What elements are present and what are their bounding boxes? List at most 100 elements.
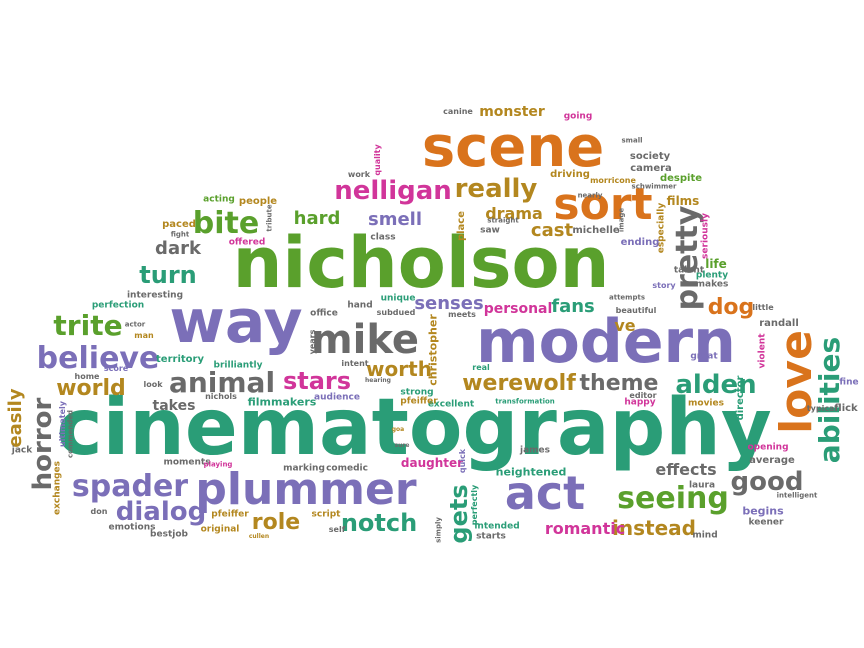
word-playing: playing	[203, 460, 233, 469]
word-simply: simply	[434, 517, 443, 543]
word-schwimmer: schwimmer	[631, 182, 677, 191]
word-romantic: romantic	[544, 519, 626, 538]
word-don: don	[90, 507, 108, 516]
word-society: society	[629, 151, 671, 162]
word-opening: opening	[747, 442, 789, 453]
word-original: original	[200, 524, 240, 535]
word-animal: animal	[168, 366, 276, 399]
word-plenty: plenty	[695, 270, 729, 281]
word-happy: happy	[624, 397, 656, 408]
word-spader: spader	[71, 469, 189, 504]
word-home: home	[74, 372, 100, 381]
word-office: office	[310, 308, 338, 319]
word-driving: driving	[550, 169, 590, 180]
word-turn: turn	[139, 261, 197, 289]
word-nichols: nichols	[205, 392, 237, 401]
word-quality: quality	[373, 144, 382, 176]
word-way: way	[169, 287, 303, 357]
word-commended: commended	[66, 409, 75, 459]
word-beautiful: beautiful	[615, 306, 657, 315]
word-comedic: comedic	[326, 463, 368, 474]
word-cinematography: cinematography	[56, 383, 772, 473]
word-bestjob: bestjob	[150, 529, 188, 540]
word-abilities: abilities	[813, 336, 846, 464]
word-actor: actor	[124, 320, 146, 329]
word-heightened: heightened	[495, 465, 567, 479]
word-cast: cast	[530, 220, 574, 241]
word-ending: ending	[620, 237, 660, 248]
word-paced: paced	[162, 219, 196, 230]
word-drama: drama	[485, 204, 543, 223]
word-sure: sure	[394, 442, 410, 449]
word-effects: effects	[655, 460, 717, 479]
word-daughter: daughter	[400, 456, 464, 470]
word-acting: acting	[203, 194, 235, 205]
word-audience: audience	[314, 392, 360, 403]
word-movies: movies	[688, 398, 724, 409]
word-average: average	[749, 455, 795, 466]
word-subdued: subdued	[376, 308, 416, 317]
word-camera: camera	[630, 163, 672, 174]
word-gets: gets	[445, 484, 473, 544]
word-intended: intended	[474, 521, 520, 532]
word-pretty: pretty	[670, 205, 705, 311]
word-brilliantly: brilliantly	[213, 360, 263, 371]
word-mike: mike	[310, 317, 420, 363]
word-talent: talent	[673, 265, 705, 276]
word-emotions: emotions	[108, 522, 156, 533]
word-bite: bite	[192, 206, 260, 241]
word-saw: saw	[480, 225, 500, 236]
word-really: really	[454, 174, 538, 204]
word-personal: personal	[483, 301, 553, 317]
word-scene: scene	[421, 115, 605, 180]
word-offered: offered	[228, 237, 266, 248]
word-moments: moments	[163, 457, 211, 468]
word-marking: marking	[283, 463, 325, 474]
word-jack: jack	[11, 445, 33, 456]
word-nelligan: nelligan	[334, 176, 452, 206]
word-worth: worth	[366, 357, 432, 381]
word-territory: territory	[156, 354, 204, 365]
word-story: story	[652, 281, 676, 290]
word-alden: alden	[675, 370, 757, 400]
word-seriously: seriously	[700, 213, 711, 259]
word-especially: especially	[656, 202, 667, 254]
word-life: life	[705, 257, 727, 271]
word-pfeiffer: pfeiffer	[400, 396, 438, 407]
word-little: little	[752, 303, 774, 312]
word-exchanges: exchanges	[52, 460, 63, 516]
word-editor: editor	[629, 391, 657, 400]
word-goa: goa	[391, 426, 405, 433]
word-small: small	[621, 136, 643, 145]
word-work: work	[347, 170, 371, 179]
word-films: films	[666, 194, 700, 208]
word-real: real	[472, 363, 490, 372]
word-randall: randall	[759, 318, 799, 329]
word-man: man	[134, 331, 154, 340]
word-christopher: christopher	[426, 314, 440, 386]
word-role: role	[251, 510, 301, 535]
word-straight: straight	[487, 216, 519, 225]
word-sort: sort	[553, 179, 653, 230]
word-look: look	[143, 380, 163, 389]
word-world: world	[56, 376, 126, 401]
word-senses: senses	[414, 293, 484, 314]
word-filmmakers: filmmakers	[247, 395, 317, 409]
word-smell: smell	[367, 209, 423, 230]
word-score: score	[103, 364, 129, 373]
word-nearly: nearly	[577, 191, 603, 200]
word-fans: fans	[551, 296, 595, 317]
word-image: image	[617, 207, 626, 233]
word-intent: intent	[341, 359, 369, 368]
word-plummer: plummer	[195, 464, 417, 515]
word-starts: starts	[476, 531, 506, 542]
word-intelligent: intelligent	[776, 491, 818, 500]
word-hand: hand	[347, 300, 373, 311]
word-despite: despite	[659, 173, 703, 184]
word-instead: instead	[612, 516, 696, 540]
word-place: place	[456, 210, 467, 242]
word-canine: canine	[443, 107, 473, 116]
word-class: class	[370, 232, 396, 243]
word-believe: believe	[36, 341, 160, 376]
word-begins: begins	[742, 504, 784, 518]
